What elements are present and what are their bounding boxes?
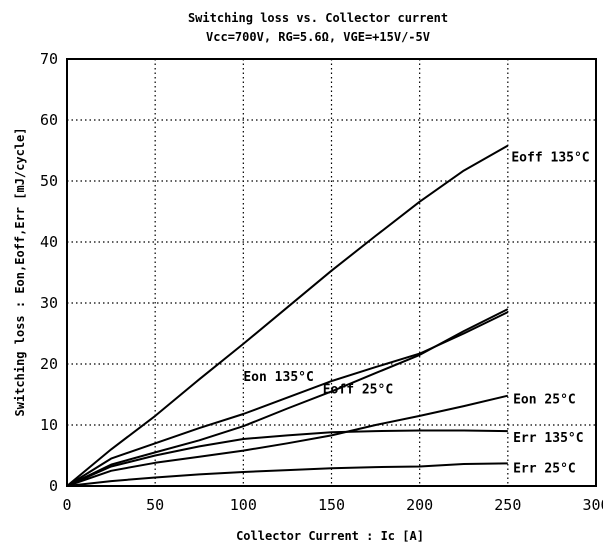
series-line-err-135-c	[66, 429, 508, 487]
chart-subtitle: Vcc=700V, RG=5.6Ω, VGE=+15V/-5V	[206, 30, 430, 44]
series-label-eon-25-c: Eon 25°C	[513, 393, 576, 408]
y-tick-label: 50	[40, 172, 58, 190]
y-tick-label: 10	[40, 416, 58, 434]
series-line-eon-135-c	[66, 311, 509, 487]
series-label-eoff-135-c: Eoff 135°C	[511, 150, 589, 165]
y-tick-label: 60	[40, 111, 58, 129]
y-tick-label: 40	[40, 233, 58, 251]
y-tick-label: 30	[40, 294, 58, 312]
x-tick-label: 100	[230, 496, 257, 514]
series-label-eoff-25-c: Eoff 25°C	[323, 382, 393, 397]
x-tick-label: 200	[406, 496, 433, 514]
x-tick-label: 50	[146, 496, 164, 514]
series-line-eoff-25-c	[66, 308, 509, 487]
y-tick-label: 0	[49, 477, 58, 495]
x-tick-label: 300	[582, 496, 603, 514]
series-line-err-25-c	[66, 462, 508, 487]
y-tick-label: 20	[40, 355, 58, 373]
series-label-err-25-c: Err 25°C	[513, 462, 576, 477]
x-tick-label: 250	[494, 496, 521, 514]
y-tick-label: 70	[40, 50, 58, 68]
series-labels: Eoff 135°C Eon 135°C Eoff 25°C Eon 25°C Err …	[243, 150, 589, 476]
series-line-eoff-135-c	[66, 144, 509, 487]
series-lines	[66, 144, 509, 487]
plot-frame	[66, 58, 597, 487]
x-tick-label: 0	[62, 496, 71, 514]
x-tick-label: 150	[318, 496, 345, 514]
chart-title: Switching loss vs. Collector current	[188, 11, 448, 25]
y-axis-label: Switching loss : Eon,Eoff,Err [mJ/cycle]	[13, 128, 27, 417]
series-line-eon-25-c	[66, 394, 509, 487]
tick-labels: 0 50 100 150 200 250 300 0 10 20 30 40 50 60 70	[40, 50, 603, 514]
x-axis-label: Collector Current : Ic [A]	[236, 529, 424, 543]
series-label-err-135-c: Err 135°C	[513, 431, 583, 446]
series-label-eon-135-c: Eon 135°C	[243, 370, 313, 385]
